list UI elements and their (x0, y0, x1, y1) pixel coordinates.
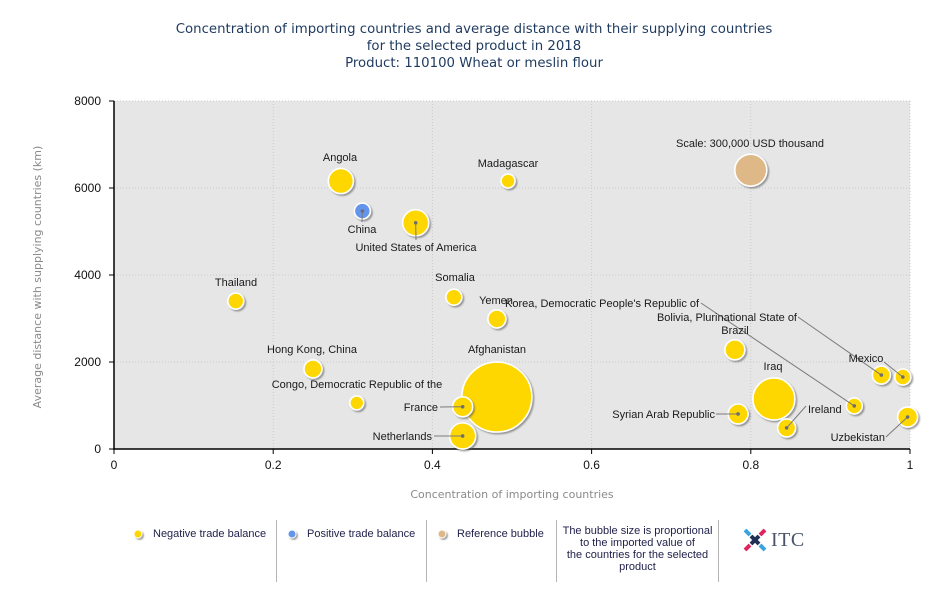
x-tick-label: 0.8 (742, 458, 759, 472)
axes: 0 0.2 0.4 0.6 0.8 1 0 2000 4000 6000 8000 (74, 94, 913, 472)
bubble-label-thailand: Thailand (215, 277, 257, 289)
bubble-brazil[interactable] (724, 339, 746, 361)
leader-dot (460, 405, 465, 409)
chart-title-line-2: for the selected product in 2018 (367, 39, 581, 54)
leader-line (786, 405, 807, 429)
legend-divider (718, 520, 719, 582)
bubble-label-hong-kong-china: Hong Kong, China (267, 344, 358, 356)
itc-cross-logo-icon (743, 528, 767, 552)
bubble-afghanistan[interactable] (461, 361, 533, 433)
leader-dot (460, 434, 465, 438)
itc-logo-text: ITC (771, 528, 805, 551)
legend-item-reference: Reference bubble (436, 526, 544, 542)
bubble-label-france: France (404, 402, 438, 414)
bubble-label-korea-democratic-people-s-republic-of: Korea, Democratic People's Republic of (505, 298, 700, 310)
x-tick-label: 1 (907, 458, 914, 472)
bubble-somalia[interactable] (445, 288, 463, 306)
legend-divider (556, 520, 557, 582)
legend-label-positive: Positive trade balance (307, 528, 416, 540)
x-tick-label: 0.4 (424, 458, 441, 472)
yellow-dot-icon (133, 529, 143, 539)
bubble-chart: Concentration of importing countries and… (31, 22, 919, 501)
x-axis-title: Concentration of importing countries (410, 488, 614, 501)
legend-item-negative: Negative trade balance (132, 526, 266, 542)
y-tick-label: 8000 (74, 94, 101, 108)
note-line: the countries for the selected (566, 549, 709, 561)
bubble-hong-kong-china[interactable] (303, 359, 323, 379)
bubble-label-china: China (348, 224, 378, 236)
bubble-label-afghanistan: Afghanistan (468, 344, 526, 356)
chart-title-line-1: Concentration of importing countries and… (176, 22, 773, 37)
leader-dot (413, 221, 418, 225)
bubble-label-congo-democratic-republic-of-the: Congo, Democratic Republic of the (272, 379, 443, 391)
bubble-iraq[interactable] (752, 377, 796, 421)
legend-label-negative: Negative trade balance (153, 528, 267, 540)
leader-dot (784, 426, 789, 430)
y-tick-label: 0 (94, 442, 101, 456)
leader-line (700, 302, 855, 407)
bubble-label-united-states-of-america: United States of America (355, 242, 477, 254)
bubble-label-brazil: Brazil (721, 325, 749, 337)
bubble-madagascar[interactable] (500, 173, 516, 189)
bubble-label-somalia: Somalia (435, 272, 476, 284)
legend-divider (426, 520, 427, 582)
leader-dot (736, 412, 740, 416)
bubble-label-ireland: Ireland (808, 404, 842, 416)
bubble-yemen[interactable] (487, 309, 507, 329)
legend-divider (276, 520, 277, 582)
bubble-label-angola: Angola (323, 152, 358, 164)
y-tick-label: 2000 (74, 355, 101, 369)
y-tick-label: 6000 (74, 181, 101, 195)
bubble-angola[interactable] (327, 167, 355, 195)
itc-logo: ITC (742, 525, 805, 555)
bubble-label-mexico: Mexico (849, 353, 884, 365)
leader-dot (905, 415, 910, 419)
x-tick-label: 0.2 (265, 458, 282, 472)
bubble-size-note: The bubble size is proportional to the i… (560, 525, 715, 573)
y-tick-label: 4000 (74, 268, 101, 282)
leader-line (797, 316, 882, 376)
chart-title: Concentration of importing countries and… (176, 22, 773, 71)
leader-dot (901, 375, 905, 379)
note-line: product (619, 561, 656, 573)
bubble-label-madagascar: Madagascar (478, 158, 539, 170)
bubble-label-iraq: Iraq (764, 361, 783, 373)
x-tick-label: 0.6 (583, 458, 600, 472)
tan-dot-icon (437, 529, 447, 539)
bubble-label-yemen: Yemen (479, 295, 513, 307)
leader-dot (360, 209, 365, 213)
chart-title-line-3: Product: 110100 Wheat or meslin flour (345, 56, 603, 71)
bubbles (226, 153, 919, 450)
bubble-label-netherlands: Netherlands (373, 431, 433, 443)
leader-lines (360, 209, 910, 438)
bubble-label-bolivia-plurinational-state-of: Bolivia, Plurinational State of (657, 312, 798, 324)
legend-item-positive: Positive trade balance (286, 526, 415, 542)
leader-dot (879, 373, 884, 377)
bubble-label-uzbekistan: Uzbekistan (831, 432, 885, 444)
note-line: to the imported value of (580, 537, 695, 549)
leader-line (883, 361, 904, 378)
leader-line (885, 416, 908, 438)
bubble-labels: Scale: 300,000 USD thousand Afghanistan Ir… (215, 138, 885, 444)
blue-dot-icon (287, 529, 297, 539)
reference-bubble-label: Scale: 300,000 USD thousand (676, 138, 824, 150)
bubble-thailand[interactable] (226, 292, 245, 310)
x-tick-label: 0 (111, 458, 118, 472)
bubble-label-syrian-arab-republic: Syrian Arab Republic (612, 409, 715, 421)
legend-label-reference: Reference bubble (457, 528, 544, 540)
note-line: The bubble size is proportional (562, 525, 713, 537)
y-axis-title: Average distance with supplying countrie… (31, 146, 44, 409)
leader-dot (852, 404, 857, 408)
bubble-congo-democratic-republic-of-the[interactable] (349, 395, 365, 411)
reference-bubble[interactable] (733, 153, 768, 187)
